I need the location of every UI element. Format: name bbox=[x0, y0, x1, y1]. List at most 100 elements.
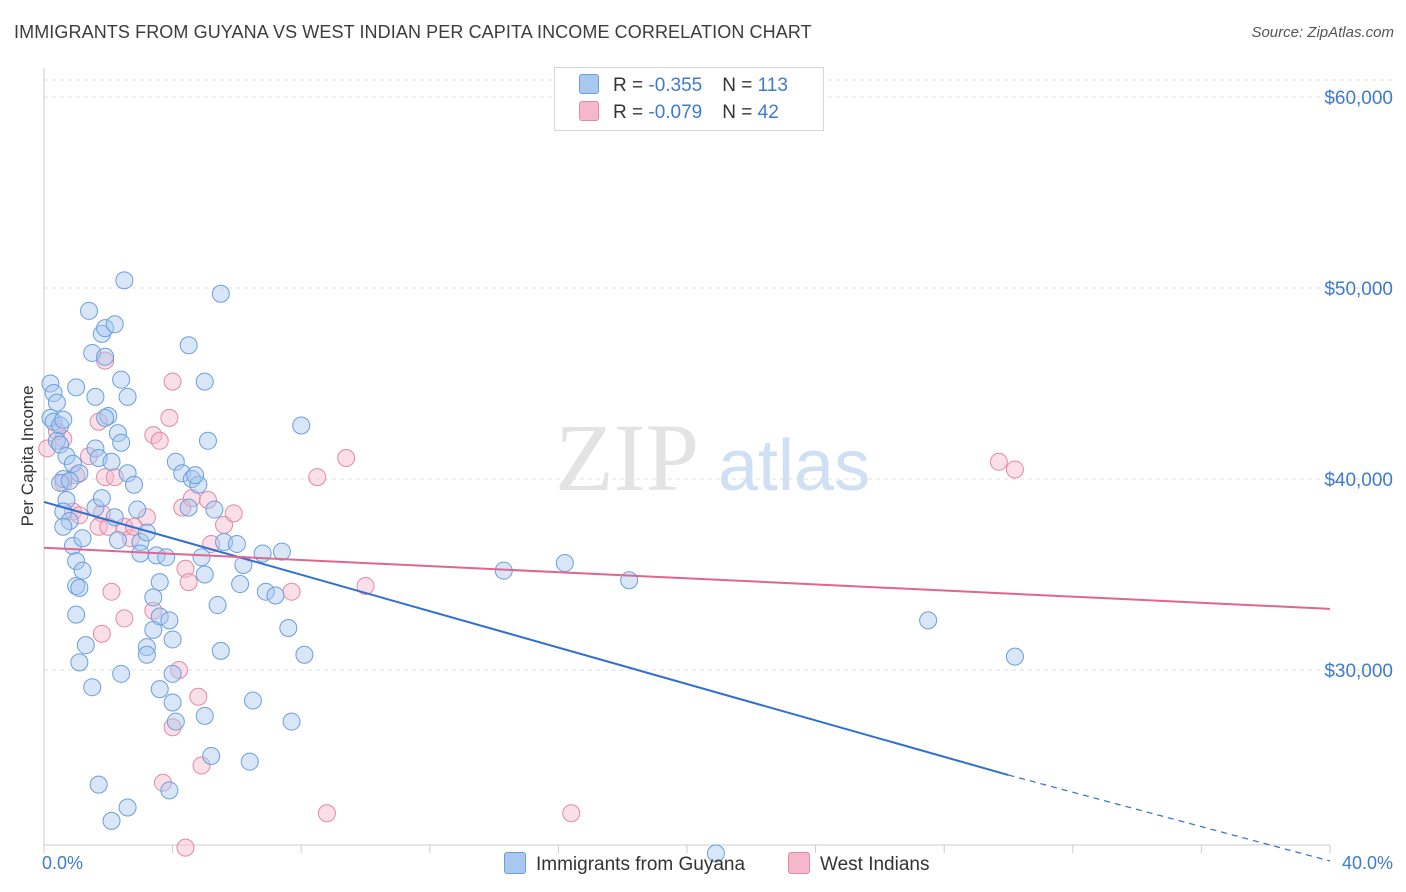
west-indians-point bbox=[192, 756, 211, 775]
guyana-point bbox=[211, 284, 230, 303]
guyana-point bbox=[80, 301, 99, 320]
guyana-point bbox=[706, 844, 725, 863]
guyana-point bbox=[144, 588, 163, 607]
guyana-point bbox=[166, 452, 185, 471]
guyana-point bbox=[166, 712, 185, 731]
guyana-point bbox=[919, 611, 938, 630]
guyana-point bbox=[108, 424, 127, 443]
west-indians-point bbox=[198, 491, 217, 510]
guyana-point bbox=[555, 554, 574, 573]
guyana-point bbox=[67, 552, 86, 571]
guyana-point bbox=[256, 582, 275, 601]
x-tick-label-max: 40.0% bbox=[1342, 853, 1393, 873]
guyana-point bbox=[118, 464, 137, 483]
guyana-point bbox=[205, 500, 224, 519]
west-indians-point bbox=[99, 517, 118, 536]
west-indians-point bbox=[1005, 460, 1024, 479]
legend-swatch-blue bbox=[579, 74, 599, 94]
guyana-point bbox=[195, 565, 214, 584]
legend-row-guyana: R = -0.355 N = 113 bbox=[579, 74, 788, 98]
guyana-point bbox=[70, 578, 89, 597]
west-indians-point bbox=[282, 582, 301, 601]
bottom-legend-swatch-blue bbox=[504, 852, 526, 874]
guyana-point bbox=[73, 529, 92, 548]
guyana-point bbox=[112, 370, 131, 389]
guyana-point bbox=[295, 645, 314, 664]
guyana-point bbox=[92, 324, 111, 343]
west-indians-point bbox=[224, 504, 243, 523]
guyana-point bbox=[54, 410, 73, 429]
guyana-point bbox=[208, 596, 227, 615]
west-indians-point bbox=[163, 372, 182, 391]
guyana-point bbox=[70, 653, 89, 672]
guyana-point bbox=[96, 408, 115, 427]
west-indians-point bbox=[153, 773, 172, 792]
guyana-point bbox=[92, 489, 111, 508]
west-indians-point bbox=[137, 508, 156, 527]
guyana-point bbox=[112, 664, 131, 683]
west-indians-point bbox=[92, 624, 111, 643]
watermark-atlas: atlas bbox=[718, 426, 870, 506]
bottom-legend-guyana: Immigrants from Guyana bbox=[504, 852, 745, 876]
west-indians-trend-line bbox=[43, 546, 1331, 610]
guyana-point bbox=[96, 347, 115, 366]
chart-source: Source: ZipAtlas.com bbox=[1251, 24, 1394, 41]
west-indians-point bbox=[189, 687, 208, 706]
guyana-point bbox=[86, 387, 105, 406]
guyana-point bbox=[160, 611, 179, 630]
west-indians-point bbox=[989, 452, 1008, 471]
west-indians-point bbox=[173, 498, 192, 517]
guyana-point bbox=[73, 561, 92, 580]
bottom-legend-swatch-pink bbox=[788, 852, 810, 874]
guyana-point bbox=[137, 645, 156, 664]
guyana-point bbox=[179, 336, 198, 355]
legend-r-value: -0.355 bbox=[648, 75, 703, 96]
guyana-point bbox=[102, 452, 121, 471]
guyana-point bbox=[211, 641, 230, 660]
west-indians-point bbox=[356, 576, 375, 595]
guyana-point bbox=[163, 693, 182, 712]
west-indians-point bbox=[102, 582, 121, 601]
guyana-point bbox=[192, 548, 211, 567]
guyana-point bbox=[202, 746, 221, 765]
guyana-point bbox=[86, 439, 105, 458]
guyana-point bbox=[179, 498, 198, 517]
chart-title: IMMIGRANTS FROM GUYANA VS WEST INDIAN PE… bbox=[14, 22, 812, 42]
guyana-point bbox=[108, 531, 127, 550]
bottom-legend-label-west-indians: West Indians bbox=[820, 854, 930, 875]
guyana-point bbox=[54, 502, 73, 521]
legend-row-west-indians: R = -0.079 N = 42 bbox=[579, 101, 779, 125]
guyana-point bbox=[44, 384, 63, 403]
legend-swatch-pink bbox=[579, 101, 599, 121]
west-indians-point bbox=[562, 804, 581, 823]
guyana-point bbox=[157, 548, 176, 567]
y-axis-label: Per Capita Income bbox=[18, 386, 37, 527]
west-indians-point bbox=[337, 448, 356, 467]
west-indians-point bbox=[163, 718, 182, 737]
trend-layer bbox=[43, 500, 1331, 862]
guyana-point bbox=[96, 319, 115, 338]
y-tick-label: $30,000 bbox=[1324, 661, 1393, 682]
west-indians-point bbox=[115, 609, 134, 628]
legend-r-label: R = bbox=[613, 75, 649, 96]
watermark: ZIP atlas bbox=[555, 404, 870, 511]
guyana-point bbox=[41, 374, 60, 393]
guyana-point bbox=[144, 620, 163, 639]
guyana-point bbox=[76, 636, 95, 655]
watermark-zip: ZIP bbox=[555, 404, 699, 511]
y-tick-label: $60,000 bbox=[1324, 88, 1393, 109]
legend-n-label: N = bbox=[722, 75, 758, 96]
guyana-point bbox=[227, 534, 246, 553]
guyana-point bbox=[243, 691, 262, 710]
guyana-point bbox=[102, 811, 121, 830]
bottom-legend-west-indians: West Indians bbox=[788, 852, 929, 876]
guyana-point bbox=[189, 475, 208, 494]
guyana-point bbox=[83, 678, 102, 697]
guyana-point bbox=[47, 393, 66, 412]
guyana-point bbox=[125, 475, 144, 494]
west-indians-point bbox=[317, 804, 336, 823]
guyana-point bbox=[89, 775, 108, 794]
guyana-point bbox=[118, 798, 137, 817]
guyana-point bbox=[118, 387, 137, 406]
